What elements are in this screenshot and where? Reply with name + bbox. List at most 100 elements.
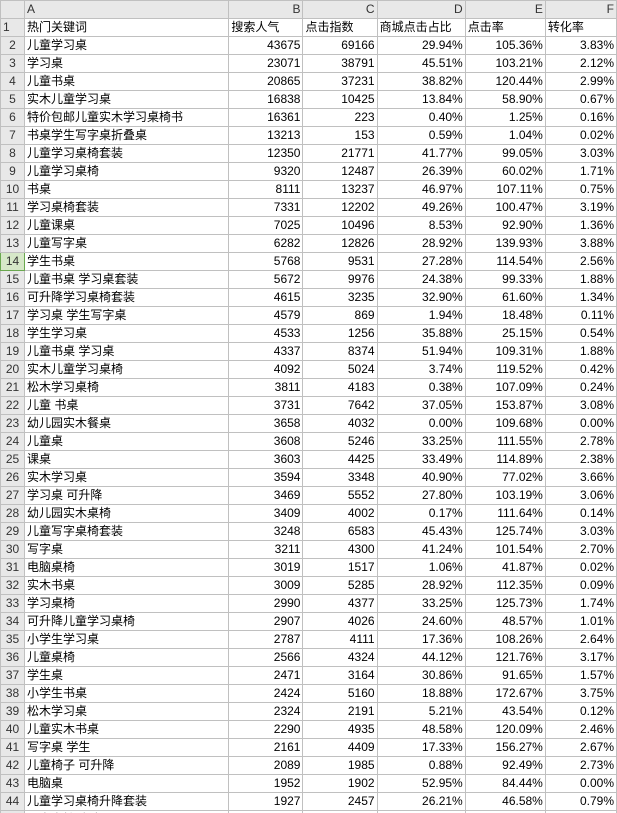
cell[interactable]: 23071 — [229, 55, 303, 73]
cell[interactable]: 114.89% — [465, 451, 545, 469]
row-header[interactable]: 42 — [1, 757, 25, 775]
cell[interactable]: 3731 — [229, 397, 303, 415]
cell[interactable]: 儿童写字桌 — [25, 235, 229, 253]
cell[interactable]: 109.68% — [465, 415, 545, 433]
row-header[interactable]: 2 — [1, 37, 25, 55]
cell[interactable]: 1927 — [229, 793, 303, 811]
cell[interactable]: 2990 — [229, 595, 303, 613]
row-header[interactable]: 33 — [1, 595, 25, 613]
cell[interactable]: 2.67% — [545, 739, 616, 757]
cell[interactable]: 25.15% — [465, 325, 545, 343]
cell[interactable]: 2.12% — [545, 55, 616, 73]
cell[interactable]: 153.87% — [465, 397, 545, 415]
row-header[interactable]: 23 — [1, 415, 25, 433]
cell[interactable]: 8374 — [303, 343, 377, 361]
cell[interactable]: 4092 — [229, 361, 303, 379]
cell[interactable]: 3469 — [229, 487, 303, 505]
cell[interactable]: 写字桌 — [25, 541, 229, 559]
cell[interactable]: 实木学习桌 — [25, 469, 229, 487]
row-header[interactable]: 30 — [1, 541, 25, 559]
cell[interactable]: 2.70% — [545, 541, 616, 559]
row-header[interactable]: 17 — [1, 307, 25, 325]
cell[interactable]: 课桌 — [25, 451, 229, 469]
cell[interactable]: 2290 — [229, 721, 303, 739]
cell[interactable]: 儿童书桌 — [25, 73, 229, 91]
row-header[interactable]: 16 — [1, 289, 25, 307]
cell[interactable]: 0.75% — [545, 181, 616, 199]
cell[interactable]: 12350 — [229, 145, 303, 163]
row-header[interactable]: 24 — [1, 433, 25, 451]
cell[interactable]: 41.77% — [377, 145, 465, 163]
cell[interactable]: 13.84% — [377, 91, 465, 109]
row-header[interactable]: 40 — [1, 721, 25, 739]
cell[interactable]: 37.05% — [377, 397, 465, 415]
select-all-corner[interactable] — [1, 1, 25, 19]
cell[interactable]: 儿童 书桌 — [25, 397, 229, 415]
row-header[interactable]: 35 — [1, 631, 25, 649]
row-header[interactable]: 37 — [1, 667, 25, 685]
cell[interactable]: 3.03% — [545, 145, 616, 163]
col-header-B[interactable]: B — [229, 1, 303, 19]
cell[interactable]: 24.38% — [377, 271, 465, 289]
cell[interactable]: 4409 — [303, 739, 377, 757]
cell[interactable]: 学习桌 — [25, 55, 229, 73]
cell[interactable]: 26.21% — [377, 793, 465, 811]
cell[interactable]: 1.88% — [545, 343, 616, 361]
cell[interactable]: 2471 — [229, 667, 303, 685]
cell[interactable]: 儿童实木书桌 — [25, 721, 229, 739]
row-header[interactable]: 5 — [1, 91, 25, 109]
cell[interactable]: 24.60% — [377, 613, 465, 631]
cell[interactable]: 儿童桌 — [25, 433, 229, 451]
cell[interactable]: 48.57% — [465, 613, 545, 631]
cell[interactable]: 1952 — [229, 775, 303, 793]
row-header[interactable]: 43 — [1, 775, 25, 793]
cell[interactable]: 18.88% — [377, 685, 465, 703]
cell[interactable]: 3009 — [229, 577, 303, 595]
cell[interactable]: 45.43% — [377, 523, 465, 541]
row-header[interactable]: 14 — [1, 253, 25, 271]
cell[interactable]: 5768 — [229, 253, 303, 271]
row-header[interactable]: 29 — [1, 523, 25, 541]
cell[interactable]: 儿童学习桌椅 — [25, 163, 229, 181]
cell[interactable]: 3.75% — [545, 685, 616, 703]
row-header[interactable]: 18 — [1, 325, 25, 343]
cell[interactable]: 儿童学习桌椅升降套装 — [25, 793, 229, 811]
cell[interactable]: 869 — [303, 307, 377, 325]
cell[interactable]: 0.00% — [545, 415, 616, 433]
cell[interactable]: 儿童学习桌 — [25, 37, 229, 55]
cell[interactable]: 119.52% — [465, 361, 545, 379]
cell[interactable]: 0.16% — [545, 109, 616, 127]
cell[interactable]: 2324 — [229, 703, 303, 721]
cell[interactable]: 92.49% — [465, 757, 545, 775]
cell[interactable]: 学生书桌 — [25, 253, 229, 271]
cell[interactable]: 172.67% — [465, 685, 545, 703]
cell[interactable]: 儿童书桌 学习桌套装 — [25, 271, 229, 289]
cell[interactable]: 109.31% — [465, 343, 545, 361]
cell[interactable]: 1.01% — [545, 613, 616, 631]
col-header-F[interactable]: F — [545, 1, 616, 19]
cell[interactable]: 4425 — [303, 451, 377, 469]
cell[interactable]: 5160 — [303, 685, 377, 703]
cell[interactable]: 4032 — [303, 415, 377, 433]
cell[interactable]: 0.40% — [377, 109, 465, 127]
cell[interactable]: 4935 — [303, 721, 377, 739]
cell[interactable]: 0.11% — [545, 307, 616, 325]
cell[interactable]: 学习桌椅 — [25, 595, 229, 613]
cell[interactable]: 0.00% — [545, 775, 616, 793]
cell[interactable]: 1.25% — [465, 109, 545, 127]
cell[interactable]: 可升降儿童学习桌椅 — [25, 613, 229, 631]
cell[interactable]: 3.74% — [377, 361, 465, 379]
cell[interactable]: 1.71% — [545, 163, 616, 181]
row-header[interactable]: 41 — [1, 739, 25, 757]
cell[interactable]: 4183 — [303, 379, 377, 397]
cell[interactable]: 4026 — [303, 613, 377, 631]
row-header[interactable]: 12 — [1, 217, 25, 235]
cell[interactable]: 0.88% — [377, 757, 465, 775]
cell[interactable]: 5672 — [229, 271, 303, 289]
cell[interactable]: 0.12% — [545, 703, 616, 721]
cell[interactable]: 13213 — [229, 127, 303, 145]
cell[interactable]: 0.14% — [545, 505, 616, 523]
cell[interactable]: 139.93% — [465, 235, 545, 253]
row-header[interactable]: 31 — [1, 559, 25, 577]
cell[interactable]: 6282 — [229, 235, 303, 253]
